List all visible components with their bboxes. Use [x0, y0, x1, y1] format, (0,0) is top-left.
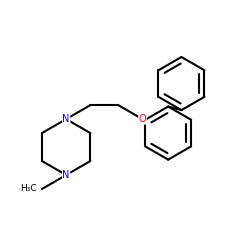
Text: N: N — [62, 170, 70, 180]
Text: O: O — [139, 114, 146, 124]
Text: N: N — [62, 114, 70, 124]
Text: H₃C: H₃C — [20, 184, 37, 194]
